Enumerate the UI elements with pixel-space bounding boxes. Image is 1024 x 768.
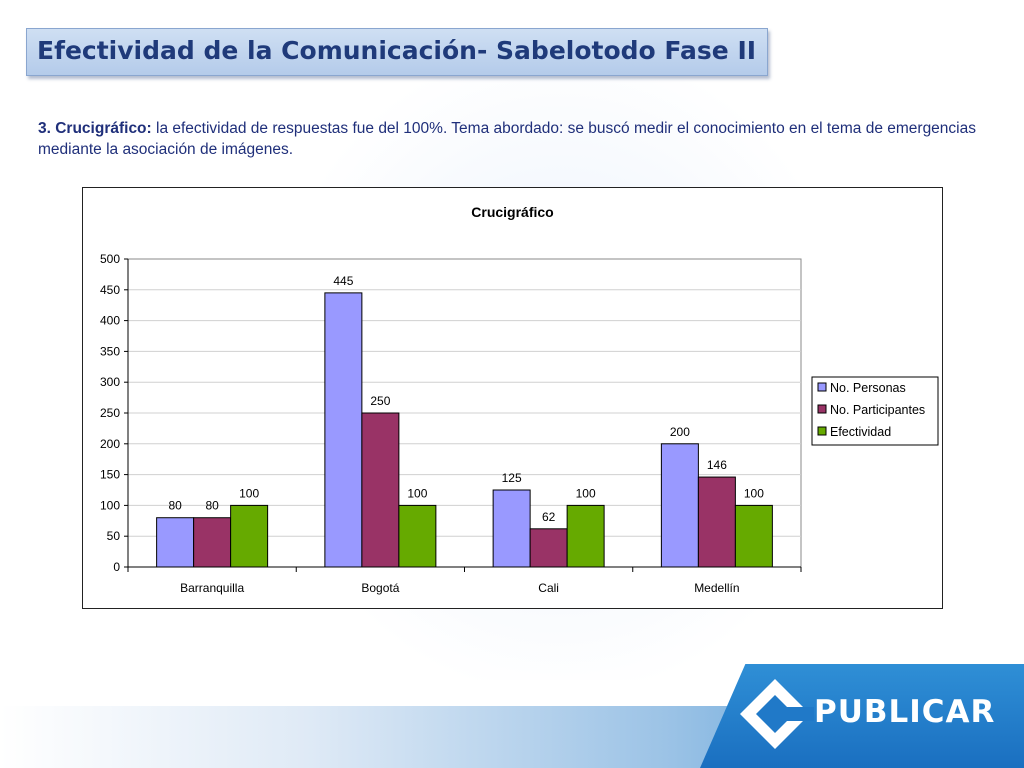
legend-swatch [817,426,827,436]
bar-no-participantes [529,528,568,568]
description-label: 3. Crucigráfico: [38,120,152,137]
bar-no-personas [660,443,699,568]
data-label: 200 [670,425,690,439]
bar-efectividad [734,504,773,568]
y-tick-label: 50 [107,529,121,543]
bar-no-participantes [193,517,232,568]
title-banner: Efectividad de la Comunicación- Sabeloto… [26,28,768,76]
data-label: 250 [370,394,390,408]
y-tick-label: 400 [100,314,120,328]
description-text: la efectividad de respuestas fue del 100… [38,120,976,158]
data-label: 445 [333,274,353,288]
legend-swatch [817,404,827,414]
chart-title: Crucigráfico [471,204,554,220]
data-label: 100 [239,486,259,500]
data-label: 146 [707,458,727,472]
bar-chart: 0 50 100 150 200 250 300 350 400 450 500 Barranquil… [100,252,939,595]
y-tick-label: 150 [100,468,120,482]
y-tick-label: 250 [100,406,120,420]
slide-title: Efectividad de la Comunicación- Sabeloto… [37,36,757,65]
data-label: 100 [576,486,596,500]
bar-no-personas [492,489,531,568]
data-label: 125 [502,471,522,485]
data-label: 100 [407,486,427,500]
bar-efectividad [566,504,605,568]
bar-no-personas [324,292,363,568]
y-tick-label: 450 [100,283,120,297]
legend-label: No. Participantes [830,403,925,417]
publicar-logo-mark [740,679,814,749]
bar-efectividad [398,504,437,568]
y-tick-label: 350 [100,344,120,358]
data-label: 62 [542,510,556,524]
y-tick-label: 100 [100,498,120,512]
x-tick-label: Cali [538,581,559,595]
y-tick-label: 0 [113,560,120,574]
x-tick-label: Barranquilla [180,581,244,595]
data-label: 80 [168,499,182,513]
y-tick-label: 200 [100,437,120,451]
y-tick-label: 300 [100,375,120,389]
x-tick-label: Bogotá [361,581,399,595]
bar-no-participantes [361,412,400,568]
data-label: 100 [744,486,764,500]
legend-label: Efectividad [830,425,891,439]
description-paragraph: 3. Crucigráfico: la efectividad de respu… [38,118,988,160]
x-tick-label: Medellín [694,581,739,595]
y-tick-label: 500 [100,252,120,266]
data-label: 80 [205,499,219,513]
legend-box [811,376,939,446]
legend-swatch [817,382,827,392]
bar-no-personas [156,517,195,568]
legend-label: No. Personas [830,381,906,395]
publicar-logo-text: PUBLICAR [814,694,996,730]
bar-no-participantes [697,476,736,568]
chart-container: 0 50 100 150 200 250 300 350 400 450 500 Barranquil… [82,187,943,609]
bar-efectividad [230,504,269,568]
